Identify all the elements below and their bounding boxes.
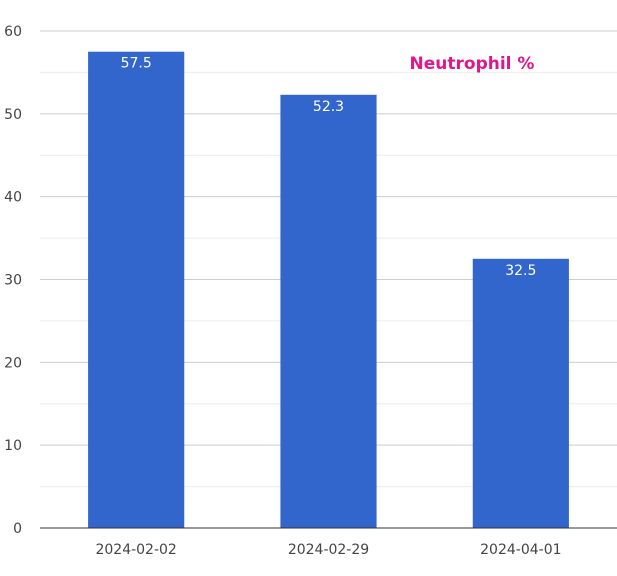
chart-title: Neutrophil % — [410, 54, 535, 74]
y-tick-label: 0 — [13, 521, 22, 537]
bar-value-label: 32.5 — [505, 263, 536, 279]
y-tick-label: 10 — [4, 438, 22, 454]
y-tick-label: 30 — [4, 273, 22, 289]
y-tick-label: 40 — [4, 190, 22, 206]
y-tick-label: 20 — [4, 355, 22, 371]
x-tick-label: 2024-02-29 — [288, 542, 369, 558]
bars — [88, 51, 569, 528]
bar — [472, 258, 569, 528]
bar — [280, 94, 377, 528]
bar — [88, 51, 185, 528]
y-tick-label: 60 — [4, 24, 22, 40]
bar-value-label: 57.5 — [121, 56, 152, 72]
x-tick-label: 2024-04-01 — [480, 542, 561, 558]
x-tick-label: 2024-02-02 — [95, 542, 176, 558]
labels: 0 10 20 30 40 50 60 57.5 2024-02-02 52.3 2024-02-2… — [4, 24, 561, 558]
bar-value-label: 52.3 — [313, 99, 344, 115]
y-tick-label: 50 — [4, 107, 22, 123]
